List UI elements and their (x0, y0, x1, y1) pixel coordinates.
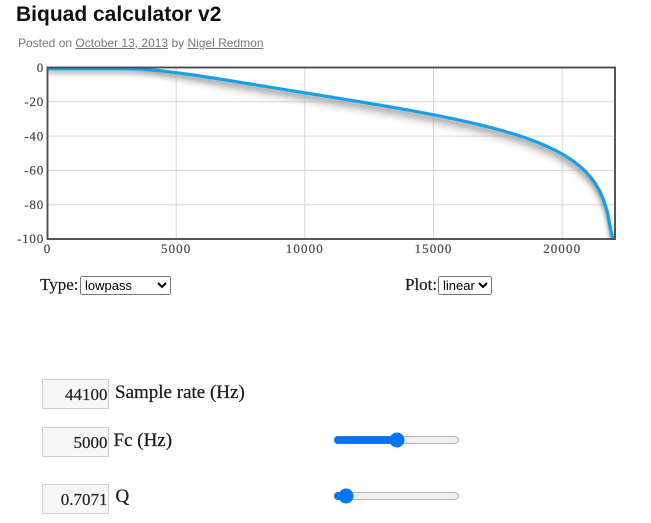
svg-text:20000: 20000 (543, 241, 581, 256)
svg-text:-40: -40 (24, 128, 44, 143)
svg-text:10000: 10000 (286, 241, 324, 256)
svg-text:-80: -80 (24, 197, 44, 212)
svg-text:-100: -100 (17, 231, 44, 246)
svg-text:0: 0 (37, 60, 44, 75)
svg-text:-20: -20 (24, 94, 44, 109)
svg-text:-60: -60 (24, 163, 44, 178)
svg-text:0: 0 (44, 241, 52, 256)
svg-text:15000: 15000 (415, 241, 453, 256)
svg-text:5000: 5000 (161, 241, 191, 256)
